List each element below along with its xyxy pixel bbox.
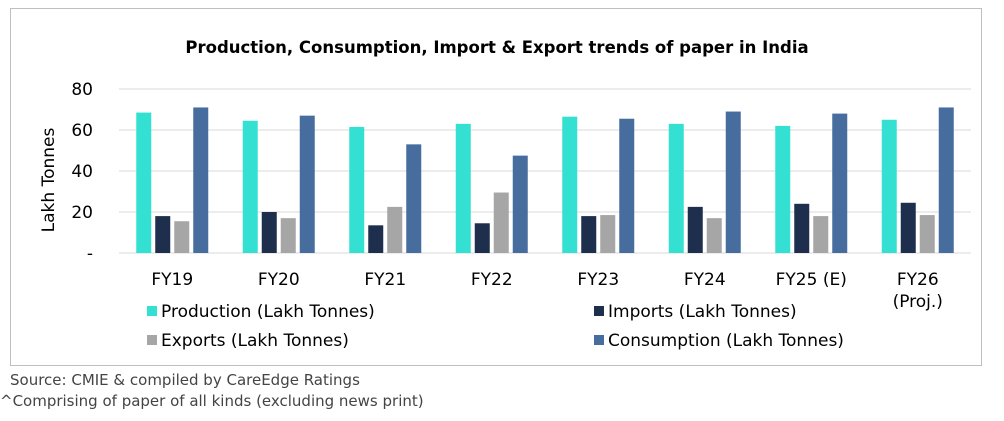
bar [299,115,315,254]
bar [775,125,791,253]
chart-title: Production, Consumption, Import & Export… [185,38,808,57]
x-category-label: FY22 [471,270,513,290]
bar [687,206,703,253]
y-tick-label: 60 [71,121,93,141]
x-category-label: FY24 [684,270,726,290]
legend-swatch [594,306,604,316]
source-note: Source: CMIE & compiled by CareEdge Rati… [10,371,360,389]
x-category-label: FY23 [577,270,619,290]
footnote: ^Comprising of paper of all kinds (exclu… [0,392,424,410]
y-tick-label: - [87,244,93,264]
bar [813,216,829,253]
y-tick-label: 80 [71,80,93,100]
bar [832,113,848,253]
bar [725,111,741,253]
bar [174,221,190,253]
legend-label: Imports (Lakh Tonnes) [608,302,797,322]
legend-label: Exports (Lakh Tonnes) [161,331,349,351]
x-category-label: FY21 [364,270,406,290]
x-category-label: FY26 (Proj.) [893,270,943,312]
bar [562,116,578,253]
legend-swatch [147,306,157,316]
bar [919,215,935,253]
bar [155,216,171,253]
bar [474,223,490,253]
y-tick-label: 20 [71,203,93,223]
gridlines [119,88,971,254]
legend-label: Consumption (Lakh Tonnes) [608,331,844,351]
legend-label: Production (Lakh Tonnes) [161,302,375,322]
bar [938,107,954,253]
bar [512,155,528,253]
legend-swatch [594,335,604,345]
bar [455,123,471,253]
x-category-label: FY25 (E) [776,270,847,290]
bar [493,192,509,253]
bar [619,118,635,253]
bar [193,107,209,253]
bar [794,203,810,253]
y-axis-label: Lakh Tonnes [39,128,59,233]
bar [881,119,897,253]
bar [136,112,152,253]
chart-canvas: Production, Consumption, Import & Export… [39,38,971,351]
bar [900,202,916,253]
chart-frame: Production, Consumption, Import & Export… [10,8,982,366]
bar [668,123,684,253]
bar [368,225,384,253]
bar [406,144,422,253]
bar [349,126,365,253]
bar [280,218,296,253]
bar [706,218,722,253]
bar [600,215,616,253]
x-axis-categories: FY19 FY20 FY21 FY22 FY23 FY24 FY25 (E) FY26 (Pro… [151,270,943,312]
x-category-label: FY19 [151,270,193,290]
y-axis-ticks: - 20 40 60 80 [71,80,93,264]
bar [261,212,277,253]
legend: Production (Lakh Tonnes) Imports (Lakh To… [147,302,844,351]
bars [136,107,954,254]
legend-swatch [147,335,157,345]
x-category-label: FY20 [258,270,300,290]
bar [581,216,597,253]
bar [242,120,258,254]
y-tick-label: 40 [71,162,93,182]
bar [387,206,403,253]
